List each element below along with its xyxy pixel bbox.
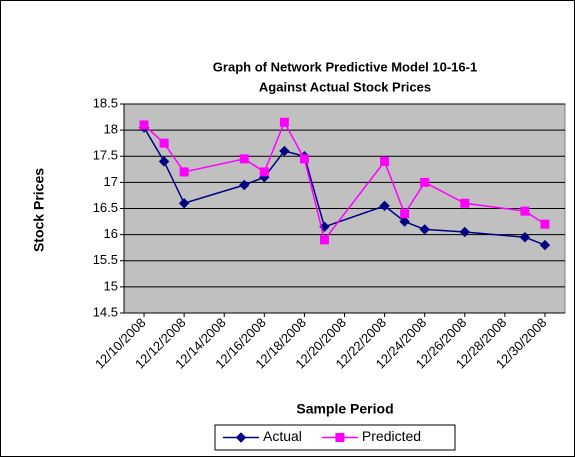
marker [299, 154, 309, 164]
marker [420, 177, 430, 187]
y-tick-label: 15 [104, 278, 118, 293]
marker [399, 216, 410, 227]
marker [519, 232, 531, 243]
legend-label: Actual [263, 428, 302, 444]
series-line [143, 127, 546, 246]
marker [139, 120, 149, 130]
y-tick-label: 18 [104, 122, 118, 137]
legend-label: Predicted [362, 428, 421, 444]
marker [540, 219, 550, 229]
marker [419, 224, 430, 235]
marker [158, 156, 170, 167]
y-tick-label: 16 [104, 226, 118, 241]
marker [400, 209, 410, 219]
marker [239, 179, 250, 191]
marker [178, 198, 190, 209]
marker [179, 167, 189, 177]
marker [539, 239, 551, 251]
y-tick-label: 18.5 [93, 95, 118, 110]
chart-title: Against Actual Stock Prices [259, 79, 431, 94]
marker [459, 226, 470, 238]
legend-marker [235, 432, 247, 443]
y-tick-label: 15.5 [93, 252, 118, 267]
marker [520, 206, 530, 216]
marker [380, 156, 390, 166]
x-axis-label: Sample Period [296, 401, 393, 417]
y-axis-label: Stock Prices [31, 168, 47, 252]
legend-marker [335, 433, 345, 442]
y-tick-label: 14.5 [93, 304, 118, 319]
marker [239, 154, 249, 164]
marker [379, 200, 390, 212]
chart-title: Graph of Network Predictive Model 10-16-… [213, 59, 477, 74]
marker [319, 235, 329, 245]
y-tick-label: 16.5 [93, 200, 118, 215]
marker [460, 198, 470, 208]
marker [279, 117, 289, 127]
marker [159, 138, 169, 148]
y-tick-label: 17 [104, 174, 118, 189]
series-line [143, 120, 546, 242]
y-tick-label: 17.5 [93, 148, 118, 163]
marker [279, 145, 290, 157]
marker [259, 167, 269, 177]
